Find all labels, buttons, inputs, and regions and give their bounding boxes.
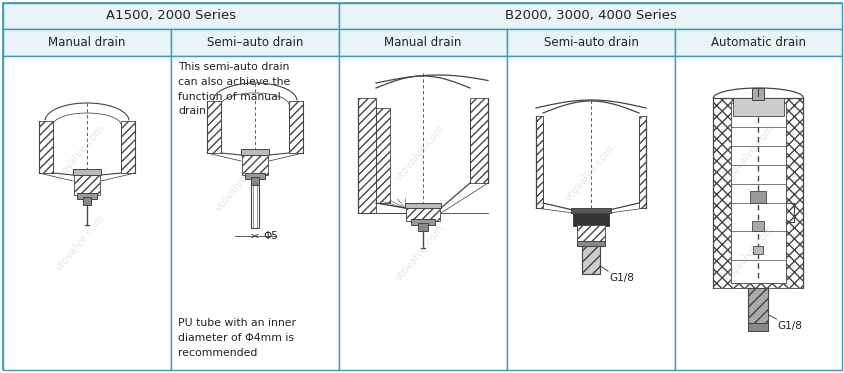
Bar bbox=[576, 225, 604, 243]
Bar bbox=[752, 88, 764, 100]
Bar bbox=[535, 116, 543, 208]
Bar bbox=[418, 223, 428, 231]
Bar bbox=[338, 3, 841, 29]
Bar bbox=[241, 153, 268, 175]
Text: Semi–auto drain: Semi–auto drain bbox=[207, 36, 303, 49]
Bar bbox=[376, 108, 390, 203]
Bar bbox=[3, 3, 338, 29]
Bar bbox=[506, 56, 674, 370]
Bar bbox=[207, 101, 221, 153]
Bar bbox=[674, 56, 841, 370]
Bar bbox=[732, 98, 783, 116]
Bar bbox=[338, 29, 506, 56]
Bar bbox=[170, 29, 338, 56]
Text: vtovalve.com: vtovalve.com bbox=[563, 143, 615, 203]
Bar bbox=[245, 173, 265, 179]
Bar bbox=[749, 191, 766, 203]
Bar bbox=[3, 56, 170, 370]
Text: PU tube with an inner
diameter of Φ4mm is
recommended: PU tube with an inner diameter of Φ4mm i… bbox=[178, 318, 295, 358]
Bar bbox=[582, 246, 599, 274]
Text: vtovalve.com: vtovalve.com bbox=[53, 213, 106, 273]
Bar bbox=[410, 219, 435, 225]
Bar bbox=[748, 288, 767, 323]
Text: vtovalve.com: vtovalve.com bbox=[393, 123, 446, 183]
Text: vtovalve.com: vtovalve.com bbox=[722, 223, 776, 283]
Text: G1/8: G1/8 bbox=[776, 321, 802, 331]
Bar bbox=[753, 246, 763, 254]
Bar bbox=[748, 323, 767, 331]
Bar bbox=[405, 205, 440, 221]
Bar bbox=[571, 208, 610, 213]
Bar bbox=[506, 29, 674, 56]
Bar bbox=[748, 288, 767, 323]
Text: vtovalve.com: vtovalve.com bbox=[53, 123, 106, 183]
Text: vtovalve.com: vtovalve.com bbox=[722, 123, 776, 183]
Bar bbox=[74, 173, 100, 195]
Bar bbox=[638, 116, 645, 208]
Bar bbox=[39, 121, 53, 173]
Bar bbox=[674, 29, 841, 56]
Bar bbox=[83, 197, 91, 205]
Bar bbox=[469, 98, 488, 183]
Text: A1500, 2000 Series: A1500, 2000 Series bbox=[106, 9, 235, 22]
Text: Manual drain: Manual drain bbox=[384, 36, 461, 49]
Text: G1/8: G1/8 bbox=[609, 273, 633, 283]
Bar bbox=[572, 210, 609, 226]
Bar bbox=[338, 56, 506, 370]
Text: B2000, 3000, 4000 Series: B2000, 3000, 4000 Series bbox=[504, 9, 676, 22]
Bar bbox=[77, 193, 97, 199]
Text: Automatic drain: Automatic drain bbox=[710, 36, 805, 49]
Bar bbox=[404, 203, 441, 208]
Bar bbox=[582, 246, 599, 274]
Bar bbox=[752, 221, 764, 231]
Bar bbox=[3, 29, 170, 56]
Text: vtovalve.com: vtovalve.com bbox=[393, 223, 446, 283]
Bar bbox=[251, 177, 259, 185]
Bar bbox=[121, 121, 135, 173]
Bar bbox=[358, 98, 376, 213]
Bar bbox=[251, 183, 259, 228]
Bar bbox=[289, 101, 303, 153]
Text: Φ5: Φ5 bbox=[262, 231, 278, 241]
Text: Manual drain: Manual drain bbox=[48, 36, 126, 49]
Text: vtovalve.com: vtovalve.com bbox=[214, 153, 266, 213]
Bar bbox=[170, 56, 338, 370]
Text: Semi-auto drain: Semi-auto drain bbox=[543, 36, 638, 49]
Text: This semi-auto drain
can also achieve the
function of manual
drain: This semi-auto drain can also achieve th… bbox=[178, 62, 289, 116]
Bar bbox=[730, 103, 785, 283]
Bar bbox=[73, 169, 101, 175]
Bar bbox=[712, 98, 803, 288]
Bar bbox=[576, 241, 604, 246]
Bar bbox=[241, 149, 268, 155]
